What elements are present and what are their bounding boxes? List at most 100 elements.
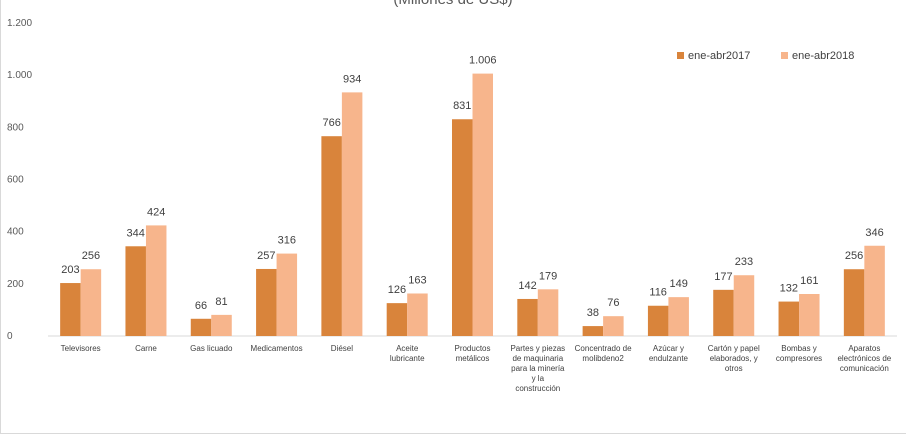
data-label: 1.006 <box>469 55 497 67</box>
data-label: 38 <box>587 307 599 319</box>
category-label-line: Carne <box>135 344 157 353</box>
y-tick-label: 800 <box>7 122 24 133</box>
category-label-line: Diésel <box>331 344 353 353</box>
category-label-line: Gas licuado <box>190 344 233 353</box>
bar <box>256 268 277 336</box>
data-label: 142 <box>518 280 536 292</box>
category-label: Partes y piezas de maquinaria para la mine… <box>510 344 565 393</box>
bar <box>517 298 538 336</box>
category-label-line: comunicación <box>840 364 889 373</box>
category-label: Diésel <box>331 344 353 353</box>
data-label: 257 <box>257 250 275 262</box>
bar <box>125 246 146 336</box>
category-label: Carne <box>135 344 157 353</box>
bar <box>864 245 885 336</box>
data-label: 256 <box>845 250 863 262</box>
y-tick-label: 0 <box>7 331 13 342</box>
bar <box>713 289 734 336</box>
data-label: 766 <box>322 117 340 129</box>
data-label: 203 <box>61 264 79 276</box>
data-label: 81 <box>215 296 227 308</box>
bar <box>778 301 800 336</box>
category-label-line: compresores <box>776 354 822 363</box>
bar <box>472 73 493 336</box>
legend: ene-abr2017 ene-abr2018 <box>677 50 854 62</box>
bar <box>603 316 624 336</box>
category-label-line: Concentrado de <box>575 344 632 353</box>
data-label: 161 <box>800 275 818 287</box>
data-label: 831 <box>453 100 471 112</box>
category-label-line: elaborados, y <box>710 354 758 363</box>
bar <box>843 269 865 336</box>
legend-label: ene-abr2018 <box>792 50 854 62</box>
x-axis: Televisores Carne Gas licuado Medicamentos D… <box>48 335 897 393</box>
bar <box>321 136 342 336</box>
category-label: Azúcar y endulzante <box>649 344 689 363</box>
category-label-line: y la <box>532 374 545 383</box>
bar <box>341 92 363 336</box>
y-tick-label: 200 <box>7 279 24 290</box>
bar <box>647 305 669 336</box>
data-label: 233 <box>735 256 753 268</box>
data-label: 132 <box>780 283 798 295</box>
category-label-line: Aceite <box>396 344 419 353</box>
data-label: 934 <box>343 73 361 85</box>
category-label-line: de maquinaria <box>512 354 563 363</box>
data-label: 116 <box>649 287 667 299</box>
bar <box>537 289 559 336</box>
data-label: 179 <box>539 270 557 282</box>
data-label: 256 <box>82 250 100 262</box>
category-label-line: Televisores <box>61 344 101 353</box>
category-label-line: Cartón y papel <box>708 344 760 353</box>
category-label: Medicamentos <box>251 344 303 353</box>
category-label-line: Aparatos <box>848 344 880 353</box>
category-label-line: Productos <box>454 344 490 353</box>
bar <box>407 293 428 336</box>
legend-swatch <box>781 52 788 59</box>
bar <box>276 253 298 336</box>
bar <box>799 294 820 336</box>
data-label: 126 <box>388 284 406 296</box>
bar <box>452 119 473 336</box>
bar <box>211 314 232 336</box>
category-label-line: lubricante <box>390 354 425 363</box>
bar <box>386 303 408 336</box>
y-tick-label: 1.000 <box>7 70 32 81</box>
y-tick-label: 400 <box>7 227 24 238</box>
data-label: 344 <box>127 227 145 239</box>
y-tick-label: 600 <box>7 175 24 186</box>
category-label-line: Partes y piezas <box>510 344 565 353</box>
bar <box>60 283 81 336</box>
data-label: 316 <box>278 235 296 247</box>
category-label-line: endulzante <box>649 354 689 363</box>
category-label: Bombas y compresores <box>776 344 822 363</box>
category-label-line: electrónicos de <box>837 354 891 363</box>
data-label: 149 <box>669 278 687 290</box>
category-label: Gas licuado <box>190 344 233 353</box>
bar <box>733 275 755 336</box>
category-label-line: para la minería <box>511 364 565 373</box>
y-tick-label: 1.200 <box>7 18 32 29</box>
bars <box>60 73 885 336</box>
category-label-line: construcción <box>515 384 560 393</box>
category-label: Productos metálicos <box>454 344 490 363</box>
bar <box>190 318 212 336</box>
category-label-line: molibdeno2 <box>582 354 624 363</box>
data-label: 177 <box>714 271 732 283</box>
category-label-line: Medicamentos <box>251 344 303 353</box>
bar <box>80 269 102 336</box>
category-label-line: metálicos <box>456 354 490 363</box>
y-axis: 0 200 400 600 800 1.000 1.200 <box>7 18 32 342</box>
bar <box>668 297 689 336</box>
legend-label: ene-abr2017 <box>688 50 750 62</box>
category-label: Aceite lubricante <box>390 344 425 363</box>
category-label-line: Bombas y <box>781 344 817 353</box>
data-label: 424 <box>147 206 165 218</box>
data-label: 163 <box>408 274 426 286</box>
chart-subtitle: (Millones de US$) <box>0 0 906 8</box>
legend-swatch <box>677 52 684 59</box>
data-label: 76 <box>607 297 619 309</box>
category-label-line: Azúcar y <box>653 344 684 353</box>
